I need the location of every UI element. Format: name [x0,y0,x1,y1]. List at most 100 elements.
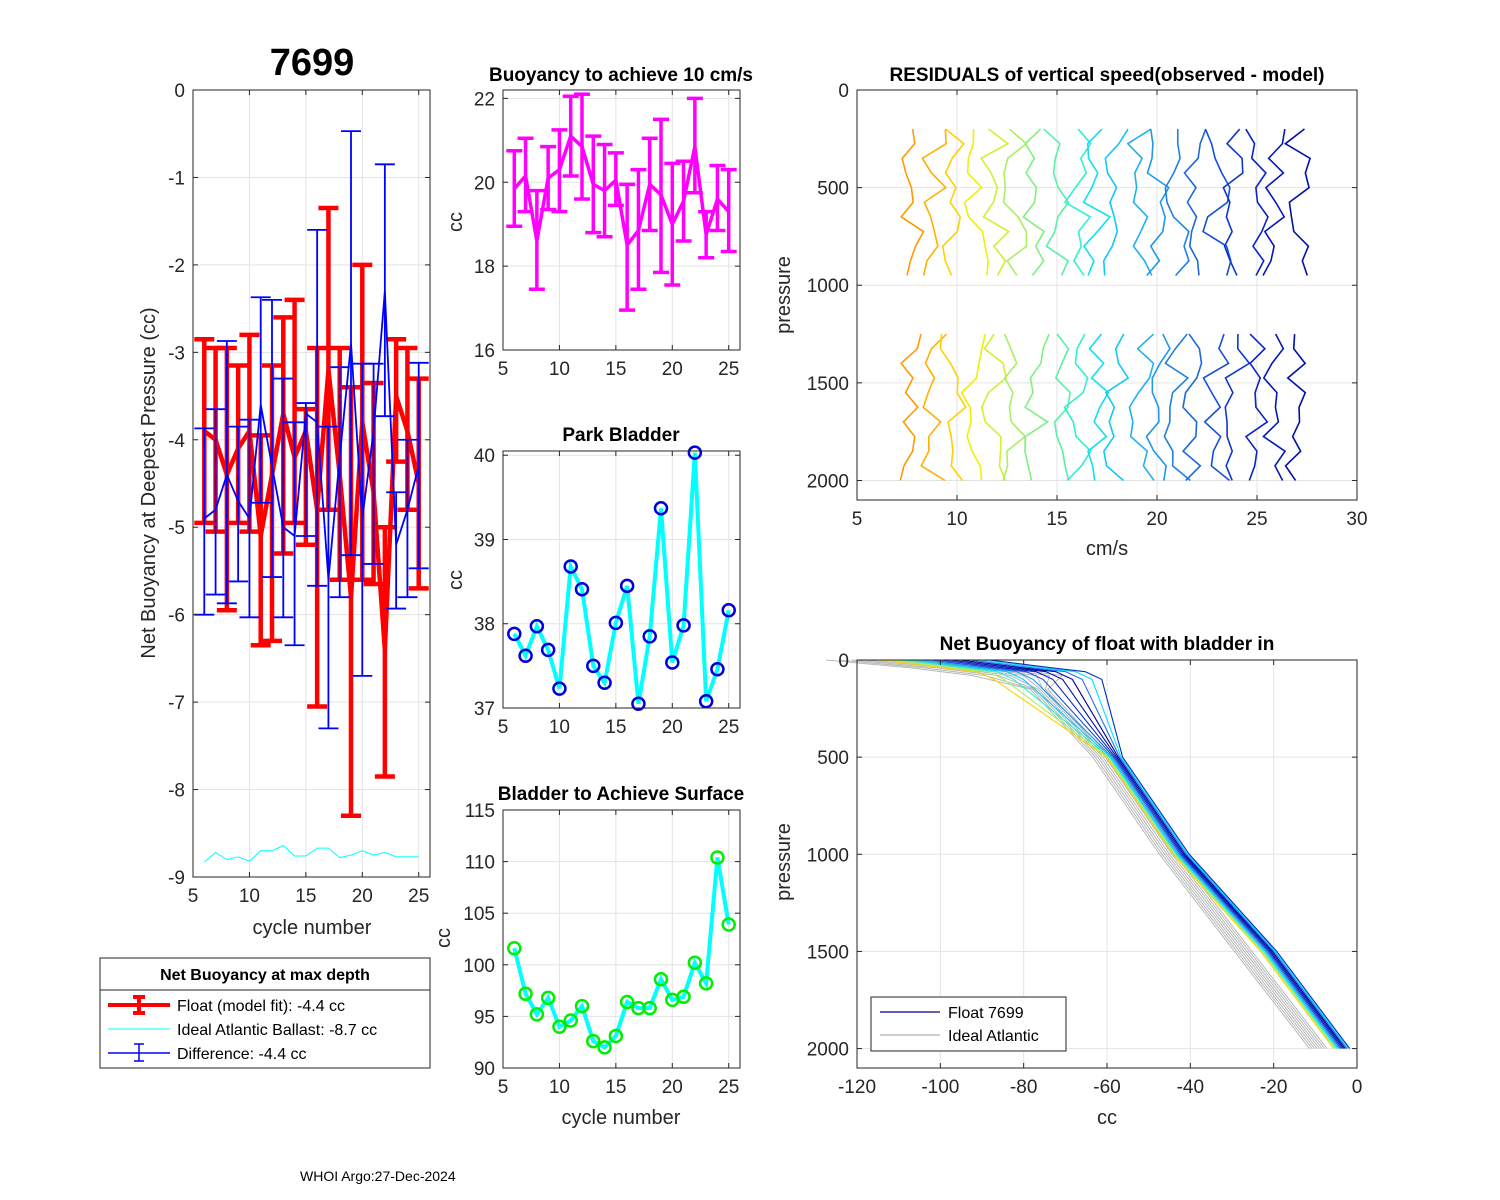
residual-profile [1283,128,1312,276]
y-tick-label: 39 [474,530,495,551]
chart-park-bladder: Park Bladder 5 10 15 20 25 40 39 38 37 cc [445,425,741,738]
data-point [642,1000,657,1016]
float-profile [910,659,1339,1049]
x-tick-label: -20 [1260,1077,1287,1098]
y-axis-label: Net Buoyancy at Deepest Pressure (cc) [138,307,160,658]
float-profile [930,659,1342,1049]
y-tick-label: 105 [463,904,495,925]
float-profile [950,659,1345,1049]
series-line-ideal [203,844,419,863]
float-profile [979,659,1349,1049]
data-point [597,1040,612,1055]
data-point [608,615,624,631]
residual-profile [1082,128,1112,276]
chart-net-buoyancy-bladder-in: Net Buoyancy of float with bladder in -1… [773,634,1362,1129]
data-point [721,917,736,932]
residual-profile [1063,333,1092,482]
residual-profile [1202,333,1231,482]
float-profile [920,659,1340,1049]
x-tick-label: 20 [1146,509,1167,530]
legend-label: Difference: -4.4 cc [177,1046,307,1063]
legend-label: Float 7699 [948,1005,1024,1022]
plot-frame [856,659,1358,1069]
y-tick-label: 22 [474,89,495,110]
data-point [687,445,703,460]
x-tick-label: 25 [718,717,739,738]
chart-title: RESIDUALS of vertical speed(observed - m… [890,65,1325,86]
data-point [597,675,612,690]
legend: Float 7699 Ideal Atlantic [870,996,1067,1052]
y-tick-label: 2000 [807,471,849,492]
residual-profile [899,333,922,481]
residual-profile [1224,334,1251,481]
float-profile [959,659,1346,1049]
y-tick-label: 0 [174,81,185,102]
legend-label: Float (model fit): -4.4 cc [177,998,345,1015]
data-point [676,989,691,1005]
legend-entry-ideal: Ideal Atlantic Ballast: -8.7 cc [108,1022,377,1039]
plot-frame [856,89,1358,501]
x-tick-label: 15 [605,717,626,738]
x-axis-label: cm/s [1086,538,1128,560]
plot-frame [192,89,431,878]
residual-profile [960,333,986,481]
y-axis-label: pressure [773,256,795,334]
y-axis-label: pressure [773,823,795,901]
x-tick-label: 5 [498,1077,509,1098]
residual-profile [1284,334,1307,481]
residual-profile [921,129,947,276]
y-tick-label: 500 [817,748,849,769]
data-point [710,850,725,865]
x-tick-label: 10 [239,886,260,907]
residual-profile [1128,333,1155,481]
x-tick-label: 20 [662,359,683,380]
y-tick-label: -3 [168,343,185,364]
y-tick-label: 40 [474,446,495,467]
y-tick-label: 37 [474,699,495,720]
data-point [665,655,680,670]
data-point [574,998,590,1014]
float-profile [940,659,1343,1049]
y-tick-label: -8 [168,781,185,802]
legend-label: Ideal Atlantic Ballast: -8.7 cc [177,1022,377,1039]
residual-profile [1002,128,1028,276]
footer-credit: WHOI Argo:27-Dec-2024 [300,1168,456,1184]
y-tick-label: 38 [474,615,495,636]
data-point [710,661,725,677]
series-line [512,857,731,1050]
residual-profile [1202,128,1232,276]
data-point [540,990,556,1006]
y-tick-label: 0 [838,81,849,102]
residual-profile [1163,333,1191,482]
data-point [653,501,669,516]
chart-title: Bladder to Achieve Surface [498,784,744,805]
x-tick-label: 25 [718,359,739,380]
y-tick-label: 95 [474,1007,495,1028]
x-tick-label: -40 [1177,1077,1204,1098]
y-tick-label: 1500 [807,942,849,963]
residual-profile [920,333,948,482]
x-tick-label: -120 [838,1077,876,1098]
y-axis-label: cc [445,212,467,232]
x-tick-label: 10 [549,359,570,380]
x-tick-label: 5 [498,717,509,738]
chart-residuals: RESIDUALS of vertical speed(observed - m… [773,65,1368,560]
chart-title: Park Bladder [562,425,680,446]
data-point [540,642,556,658]
y-tick-label: 0 [838,651,849,672]
x-tick-label: 20 [662,1077,683,1098]
data-point [586,658,601,674]
y-tick-label: 1000 [807,276,849,297]
residual-profile [1102,128,1129,276]
x-tick-label: 30 [1346,509,1367,530]
x-axis-label: cycle number [562,1107,681,1129]
data-point [529,1007,545,1022]
residual-profile [1181,333,1203,482]
x-tick-label: -80 [1010,1077,1037,1098]
x-tick-label: 20 [662,717,683,738]
y-tick-label: 100 [463,956,495,977]
data-point [653,971,669,987]
residual-profile [939,333,967,481]
data-point [507,626,522,642]
data-point [518,648,533,664]
